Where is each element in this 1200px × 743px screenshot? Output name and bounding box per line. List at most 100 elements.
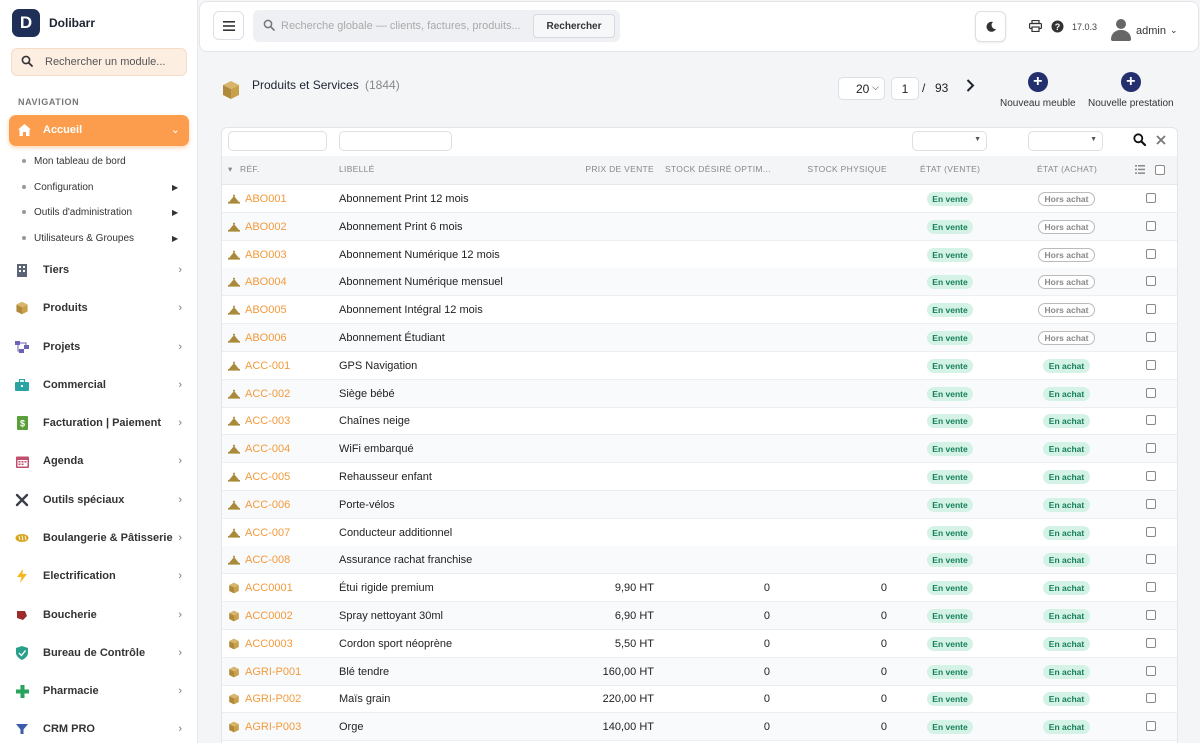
purchase-status-badge[interactable]: En achat [1043,664,1090,679]
table-row[interactable]: AGRI-P001 Blé tendre 160,00 HT 0 0 En vente En… [222,657,1177,686]
sale-status-badge[interactable]: En vente [927,664,973,679]
sale-status-badge[interactable]: En vente [927,331,973,345]
sale-status-badge[interactable]: En vente [927,358,973,373]
sale-status-badge[interactable]: En vente [927,275,973,290]
product-ref-link[interactable]: ABO003 [245,248,287,261]
sidebar-item-tiers[interactable]: Tiers › [14,260,184,280]
user-avatar[interactable] [1111,19,1131,43]
col-label[interactable]: LIBELLÉ [339,164,375,174]
product-ref-link[interactable]: AGRI-P003 [245,721,302,734]
purchase-status-badge[interactable]: En achat [1043,692,1090,707]
purchase-status-badge[interactable]: Hors achat [1038,192,1095,206]
table-row[interactable]: ACC0003 Cordon sport néoprène 5,50 HT 0 0 En … [222,630,1177,658]
new-furniture-button[interactable]: + Nouveau meuble [1000,72,1076,109]
col-stock-physical[interactable]: STOCK PHYSIQUE [807,164,887,174]
sale-status-badge[interactable]: En vente [927,386,973,401]
product-ref-link[interactable]: ACC0001 [245,582,293,595]
sidebar-subitem[interactable]: Configuration ▶ [22,180,178,194]
product-ref-link[interactable]: ACC-002 [245,387,291,400]
table-row[interactable]: ABO003 Abonnement Numérique 12 mois En ven… [222,241,1177,269]
product-ref-link[interactable]: ACC-004 [245,443,291,456]
sale-status-badge[interactable]: En vente [927,414,973,429]
sale-status-badge[interactable]: En vente [927,219,973,234]
purchase-status-badge[interactable]: En achat [1043,442,1090,457]
sale-status-badge[interactable]: En vente [927,497,973,512]
purchase-status-badge[interactable]: En achat [1043,720,1090,735]
product-ref-link[interactable]: ABO001 [245,193,287,205]
product-ref-link[interactable]: ABO002 [245,220,287,233]
row-checkbox[interactable] [1146,721,1156,732]
table-row[interactable]: ABO001 Abonnement Print 12 mois En vente Ho… [222,185,1177,213]
select-all-checkbox[interactable] [1155,165,1165,175]
row-checkbox[interactable] [1146,498,1156,509]
sidebar-item-electrification[interactable]: Electrification › [14,566,184,586]
product-ref-link[interactable]: ACC-005 [245,471,291,483]
purchase-status-badge[interactable]: En achat [1043,581,1090,596]
dark-mode-toggle[interactable] [975,11,1006,42]
sale-status-badge[interactable]: En vente [927,247,973,262]
sidebar-subitem[interactable]: Mon tableau de bord [22,154,126,168]
sort-desc-icon[interactable]: ▾ [228,164,233,174]
purchase-status-badge[interactable]: Hors achat [1038,275,1095,290]
row-checkbox[interactable] [1146,304,1156,315]
col-stock-desired[interactable]: STOCK DÉSIRÉ OPTIM... [665,164,771,174]
table-row[interactable]: ABO005 Abonnement Intégral 12 mois En vent… [222,296,1177,325]
product-ref-link[interactable]: ACC-003 [245,415,291,428]
purchase-status-badge[interactable]: En achat [1043,553,1090,568]
purchase-status-badge[interactable]: En achat [1043,358,1090,373]
current-page-input[interactable]: 1 [891,77,919,100]
table-row[interactable]: ACC-001 GPS Navigation En vente En achat [222,352,1177,380]
purchase-status-badge[interactable]: En achat [1043,497,1090,512]
purchase-status-badge[interactable]: Hors achat [1038,219,1095,234]
sale-status-badge[interactable]: En vente [927,720,973,735]
purchase-status-badge[interactable]: En achat [1043,386,1090,401]
row-checkbox[interactable] [1146,693,1156,704]
row-checkbox[interactable] [1146,359,1156,370]
sidebar-item-bureau-de-contr-le[interactable]: Bureau de Contrôle › [14,643,184,663]
next-page-icon[interactable] [966,79,975,95]
row-checkbox[interactable] [1146,526,1156,537]
row-checkbox[interactable] [1146,193,1156,203]
sale-status-badge[interactable]: En vente [927,442,973,457]
sidebar-item-produits[interactable]: Produits › [14,298,184,318]
hamburger-menu-button[interactable] [213,11,244,40]
table-row[interactable]: ABO004 Abonnement Numérique mensuel En ven… [222,268,1177,297]
table-row[interactable]: AGRI-P002 Maïs grain 220,00 HT 0 0 En vente En… [222,685,1177,714]
filter-purchase-status-select[interactable]: ▼ [1028,131,1103,151]
sidebar-item-agenda[interactable]: Agenda › [14,451,184,471]
row-checkbox[interactable] [1146,471,1156,481]
row-checkbox[interactable] [1146,415,1156,426]
table-row[interactable]: ACC-004 WiFi embarqué En vente En achat [222,435,1177,464]
search-icon[interactable] [1133,133,1147,149]
sidebar-item-pharmacie[interactable]: Pharmacie › [14,681,184,701]
sidebar-subitem[interactable]: Outils d'administration ▶ [22,205,178,219]
sidebar-item-crm-pro[interactable]: CRM PRO › [14,719,184,739]
row-checkbox[interactable] [1146,582,1156,593]
clear-filter-icon[interactable] [1156,132,1166,148]
product-ref-link[interactable]: ABO006 [245,332,287,344]
row-checkbox[interactable] [1146,248,1156,259]
column-selector-icon[interactable] [1135,165,1145,176]
purchase-status-badge[interactable]: Hors achat [1038,331,1095,345]
table-row[interactable]: ACC-006 Porte-vélos En vente En achat [222,490,1177,519]
sidebar-item-boulangerie-p-tisserie[interactable]: Boulangerie & Pâtisserie › [14,528,184,548]
product-ref-link[interactable]: ABO005 [245,304,287,317]
row-checkbox[interactable] [1146,276,1156,287]
sale-status-badge[interactable]: En vente [927,609,973,623]
purchase-status-badge[interactable]: Hors achat [1038,303,1095,318]
row-checkbox[interactable] [1146,220,1156,231]
module-search-input[interactable]: Rechercher un module... [11,48,187,76]
row-checkbox[interactable] [1146,665,1156,676]
chevron-down-icon[interactable]: ⌄ [1170,25,1178,35]
col-sale-status[interactable]: ÉTAT (VENTE) [920,164,981,174]
sale-status-badge[interactable]: En vente [927,303,973,318]
sidebar-item-boucherie[interactable]: Boucherie › [14,605,184,625]
col-price[interactable]: PRIX DE VENTE [585,164,654,174]
product-ref-link[interactable]: AGRI-P001 [245,665,302,678]
table-row[interactable]: ACC-002 Siège bébé En vente En achat [222,379,1177,408]
table-row[interactable]: ACC0002 Spray nettoyant 30ml 6,90 HT 0 0 En v… [222,602,1177,630]
global-search-button[interactable]: Rechercher [533,14,615,38]
help-icon[interactable]: ? [1051,20,1064,36]
table-row[interactable]: ACC-005 Rehausseur enfant En vente En achat [222,463,1177,491]
product-ref-link[interactable]: ACC-007 [245,526,291,539]
